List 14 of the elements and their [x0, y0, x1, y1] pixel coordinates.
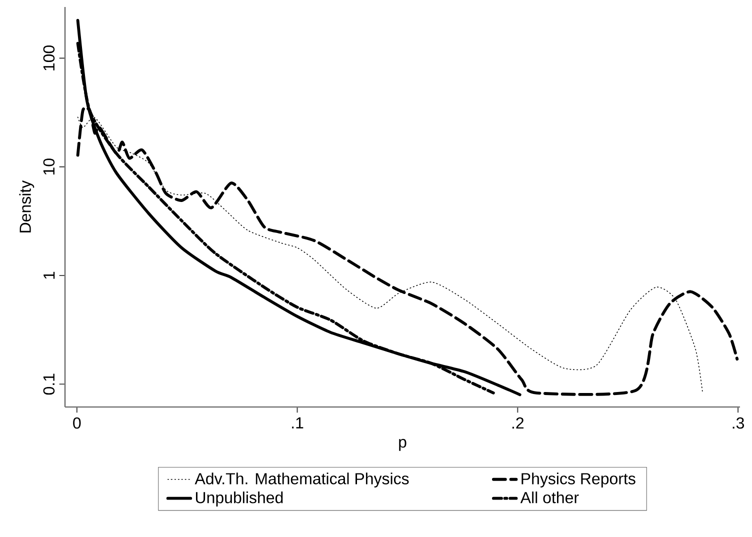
legend-label: Adv.Th. Mathematical Physics: [194, 472, 409, 488]
x-tick-label: .3: [732, 417, 744, 429]
x-tick-label: 0: [73, 417, 81, 429]
y-tick-label: 1: [44, 272, 55, 279]
x-axis-title: p: [399, 438, 406, 451]
legend-label: All other: [520, 492, 579, 504]
y-axis-title: Density: [19, 180, 34, 232]
legend-label: Physics Reports: [522, 472, 636, 488]
x-tick-label: .2: [512, 417, 524, 429]
legend-label: Unpublished: [196, 492, 283, 506]
y-tick-label: 10: [43, 158, 55, 175]
y-tick-label: 0.1: [43, 374, 55, 395]
x-tick-label: .1: [292, 417, 304, 428]
y-tick-label: 100: [43, 45, 55, 70]
